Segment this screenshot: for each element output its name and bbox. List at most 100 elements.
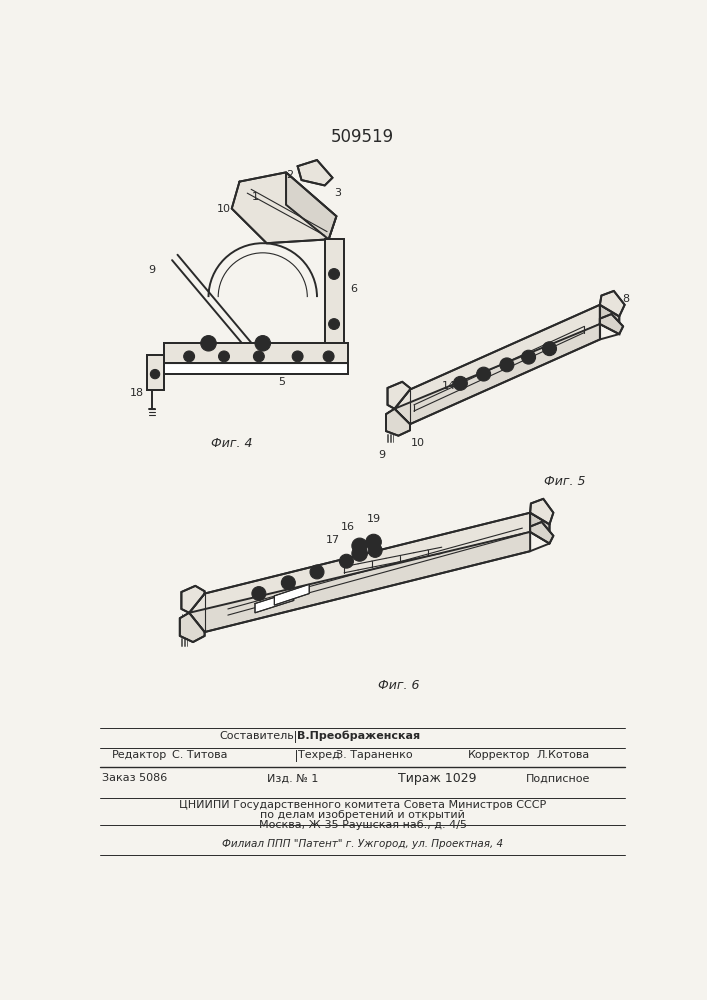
Polygon shape xyxy=(325,239,344,343)
Polygon shape xyxy=(164,363,348,374)
Circle shape xyxy=(286,581,291,585)
Text: 8: 8 xyxy=(622,294,629,304)
Circle shape xyxy=(329,319,339,329)
Circle shape xyxy=(542,342,556,356)
Polygon shape xyxy=(395,305,600,409)
Polygon shape xyxy=(182,586,204,613)
Text: Филиал ППП "Патент" г. Ужгород, ул. Проектная, 4: Филиал ППП "Патент" г. Ужгород, ул. Прое… xyxy=(222,839,503,849)
Text: Тираж 1029: Тираж 1029 xyxy=(398,772,477,785)
Circle shape xyxy=(206,341,211,346)
Circle shape xyxy=(260,341,265,346)
Polygon shape xyxy=(386,409,410,436)
Polygon shape xyxy=(232,172,337,243)
Circle shape xyxy=(310,565,324,579)
Polygon shape xyxy=(600,314,623,334)
Circle shape xyxy=(327,355,330,358)
Circle shape xyxy=(373,549,377,552)
Circle shape xyxy=(358,544,361,548)
Text: В.Преображенская: В.Преображенская xyxy=(297,731,420,741)
Circle shape xyxy=(339,554,354,568)
Circle shape xyxy=(358,552,361,555)
Text: Составитель: Составитель xyxy=(219,731,293,741)
Text: 2: 2 xyxy=(286,170,293,180)
Circle shape xyxy=(527,355,530,359)
Polygon shape xyxy=(530,513,549,544)
Circle shape xyxy=(257,592,261,595)
Text: 19: 19 xyxy=(366,514,380,524)
Polygon shape xyxy=(146,355,164,389)
Polygon shape xyxy=(600,291,625,316)
Text: Фиг. 4: Фиг. 4 xyxy=(211,437,252,450)
Circle shape xyxy=(453,376,467,390)
Circle shape xyxy=(522,350,535,364)
Circle shape xyxy=(151,369,160,379)
Circle shape xyxy=(323,351,334,362)
Text: 10: 10 xyxy=(411,438,425,448)
Circle shape xyxy=(477,367,491,381)
Circle shape xyxy=(500,358,514,372)
Text: Фиг. 5: Фиг. 5 xyxy=(544,475,586,488)
Circle shape xyxy=(505,363,509,367)
Circle shape xyxy=(184,351,194,362)
Circle shape xyxy=(153,373,156,376)
Text: ЦНИИПИ Государственного комитета Совета Министров СССР: ЦНИИПИ Государственного комитета Совета … xyxy=(179,800,547,810)
Circle shape xyxy=(368,544,382,557)
Circle shape xyxy=(344,559,349,563)
Polygon shape xyxy=(164,343,348,363)
Text: Техред: Техред xyxy=(298,750,339,760)
Text: Корректор: Корректор xyxy=(468,750,531,760)
Polygon shape xyxy=(255,591,293,613)
Text: 1: 1 xyxy=(252,192,259,202)
Text: по делам изобретений и открытий: по делам изобретений и открытий xyxy=(260,810,465,820)
Polygon shape xyxy=(189,532,530,632)
Text: 509519: 509519 xyxy=(331,128,395,146)
Text: 9: 9 xyxy=(378,450,385,460)
Circle shape xyxy=(366,534,381,550)
Polygon shape xyxy=(274,584,309,605)
Circle shape xyxy=(458,381,462,385)
Circle shape xyxy=(352,538,368,554)
Text: 18: 18 xyxy=(129,388,144,398)
Polygon shape xyxy=(387,382,410,409)
Circle shape xyxy=(352,546,368,561)
Text: 10: 10 xyxy=(217,204,231,214)
Text: Москва, Ж-35 Раушская наб., д. 4/5: Москва, Ж-35 Раушская наб., д. 4/5 xyxy=(259,820,467,830)
Polygon shape xyxy=(180,613,204,642)
Text: 17: 17 xyxy=(325,535,339,545)
Circle shape xyxy=(201,336,216,351)
Polygon shape xyxy=(286,172,337,239)
Circle shape xyxy=(187,355,191,358)
Text: З. Тараненко: З. Тараненко xyxy=(337,750,413,760)
Circle shape xyxy=(329,269,339,279)
Polygon shape xyxy=(189,513,530,613)
Circle shape xyxy=(255,336,271,351)
Circle shape xyxy=(315,570,319,574)
Text: 14: 14 xyxy=(442,381,456,391)
Text: Изд. № 1: Изд. № 1 xyxy=(267,773,318,783)
Polygon shape xyxy=(395,324,600,424)
Circle shape xyxy=(372,540,375,544)
Text: Фиг. 6: Фиг. 6 xyxy=(378,679,419,692)
Circle shape xyxy=(223,355,226,358)
Circle shape xyxy=(292,351,303,362)
Circle shape xyxy=(252,587,266,600)
Text: Редактор: Редактор xyxy=(112,750,167,760)
Circle shape xyxy=(253,351,264,362)
Text: Заказ 5086: Заказ 5086 xyxy=(103,773,168,783)
Circle shape xyxy=(218,351,230,362)
Circle shape xyxy=(257,355,260,358)
Circle shape xyxy=(281,576,296,590)
Polygon shape xyxy=(530,499,554,524)
Text: Л.Котова: Л.Котова xyxy=(537,750,590,760)
Text: 9: 9 xyxy=(148,265,156,275)
Text: 6: 6 xyxy=(350,284,357,294)
Text: 5: 5 xyxy=(279,377,286,387)
Polygon shape xyxy=(530,522,554,544)
Circle shape xyxy=(296,355,299,358)
Text: С. Титова: С. Титова xyxy=(172,750,228,760)
Text: 16: 16 xyxy=(341,522,355,532)
Polygon shape xyxy=(600,305,619,334)
Circle shape xyxy=(481,372,486,376)
Text: 3: 3 xyxy=(334,188,341,198)
Circle shape xyxy=(547,347,551,351)
